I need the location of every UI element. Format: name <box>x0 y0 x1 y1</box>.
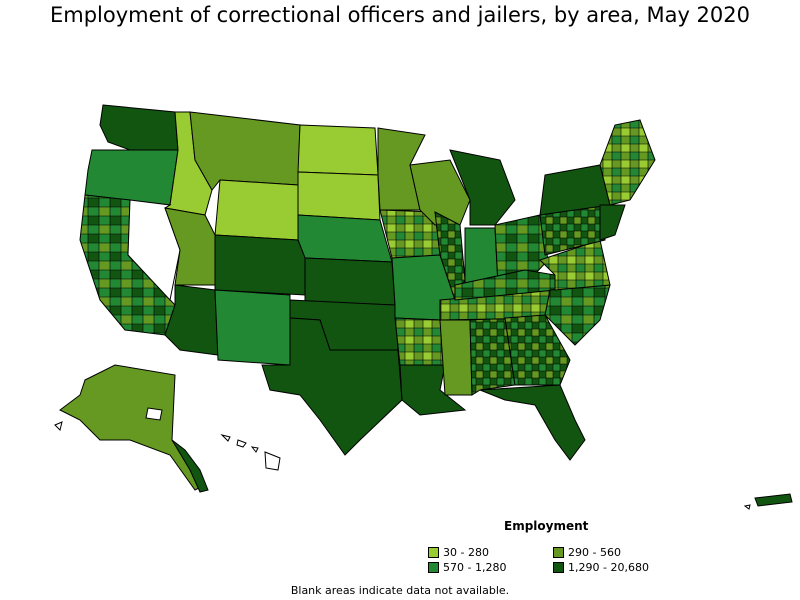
legend-item: 570 - 1,280 <box>428 561 506 574</box>
legend-swatch <box>553 547 564 558</box>
region-washington <box>99 104 179 151</box>
region-north-dakota <box>297 124 379 176</box>
legend-swatch <box>553 562 564 573</box>
legend-swatch <box>428 547 439 558</box>
footnote: Blank areas indicate data not available. <box>290 584 510 597</box>
region-arizona <box>164 284 219 356</box>
region-montana <box>189 111 301 191</box>
region-colorado <box>214 234 306 296</box>
region-texas <box>261 317 403 456</box>
region-florida <box>479 384 586 461</box>
legend-item: 290 - 560 <box>553 546 621 559</box>
legend-label: 290 - 560 <box>568 546 621 559</box>
hawaii <box>220 434 281 471</box>
legend-item: 30 - 280 <box>428 546 489 559</box>
region-new-england <box>599 119 656 206</box>
legend-label: 30 - 280 <box>443 546 489 559</box>
contiguous-us <box>79 104 656 461</box>
region-nebraska <box>297 214 393 263</box>
legend-item: 1,290 - 20,680 <box>553 561 649 574</box>
legend: Employment 30 - 280 290 - 560 570 - 1,28… <box>428 519 668 579</box>
alaska <box>54 364 209 493</box>
region-mississippi <box>439 319 473 396</box>
legend-swatch <box>428 562 439 573</box>
region-new-mexico <box>214 289 291 366</box>
region-arkansas <box>394 317 446 366</box>
region-wyoming <box>214 179 299 241</box>
region-mid-atlantic <box>599 204 626 241</box>
region-georgia <box>504 314 571 386</box>
puerto-rico <box>743 493 793 510</box>
legend-label: 1,290 - 20,680 <box>568 561 649 574</box>
region-kansas <box>304 257 396 306</box>
region-south-dakota <box>297 171 381 221</box>
legend-label: 570 - 1,280 <box>443 561 507 574</box>
map-title: Employment of correctional officers and … <box>50 3 750 27</box>
legend-title: Employment <box>504 519 589 533</box>
